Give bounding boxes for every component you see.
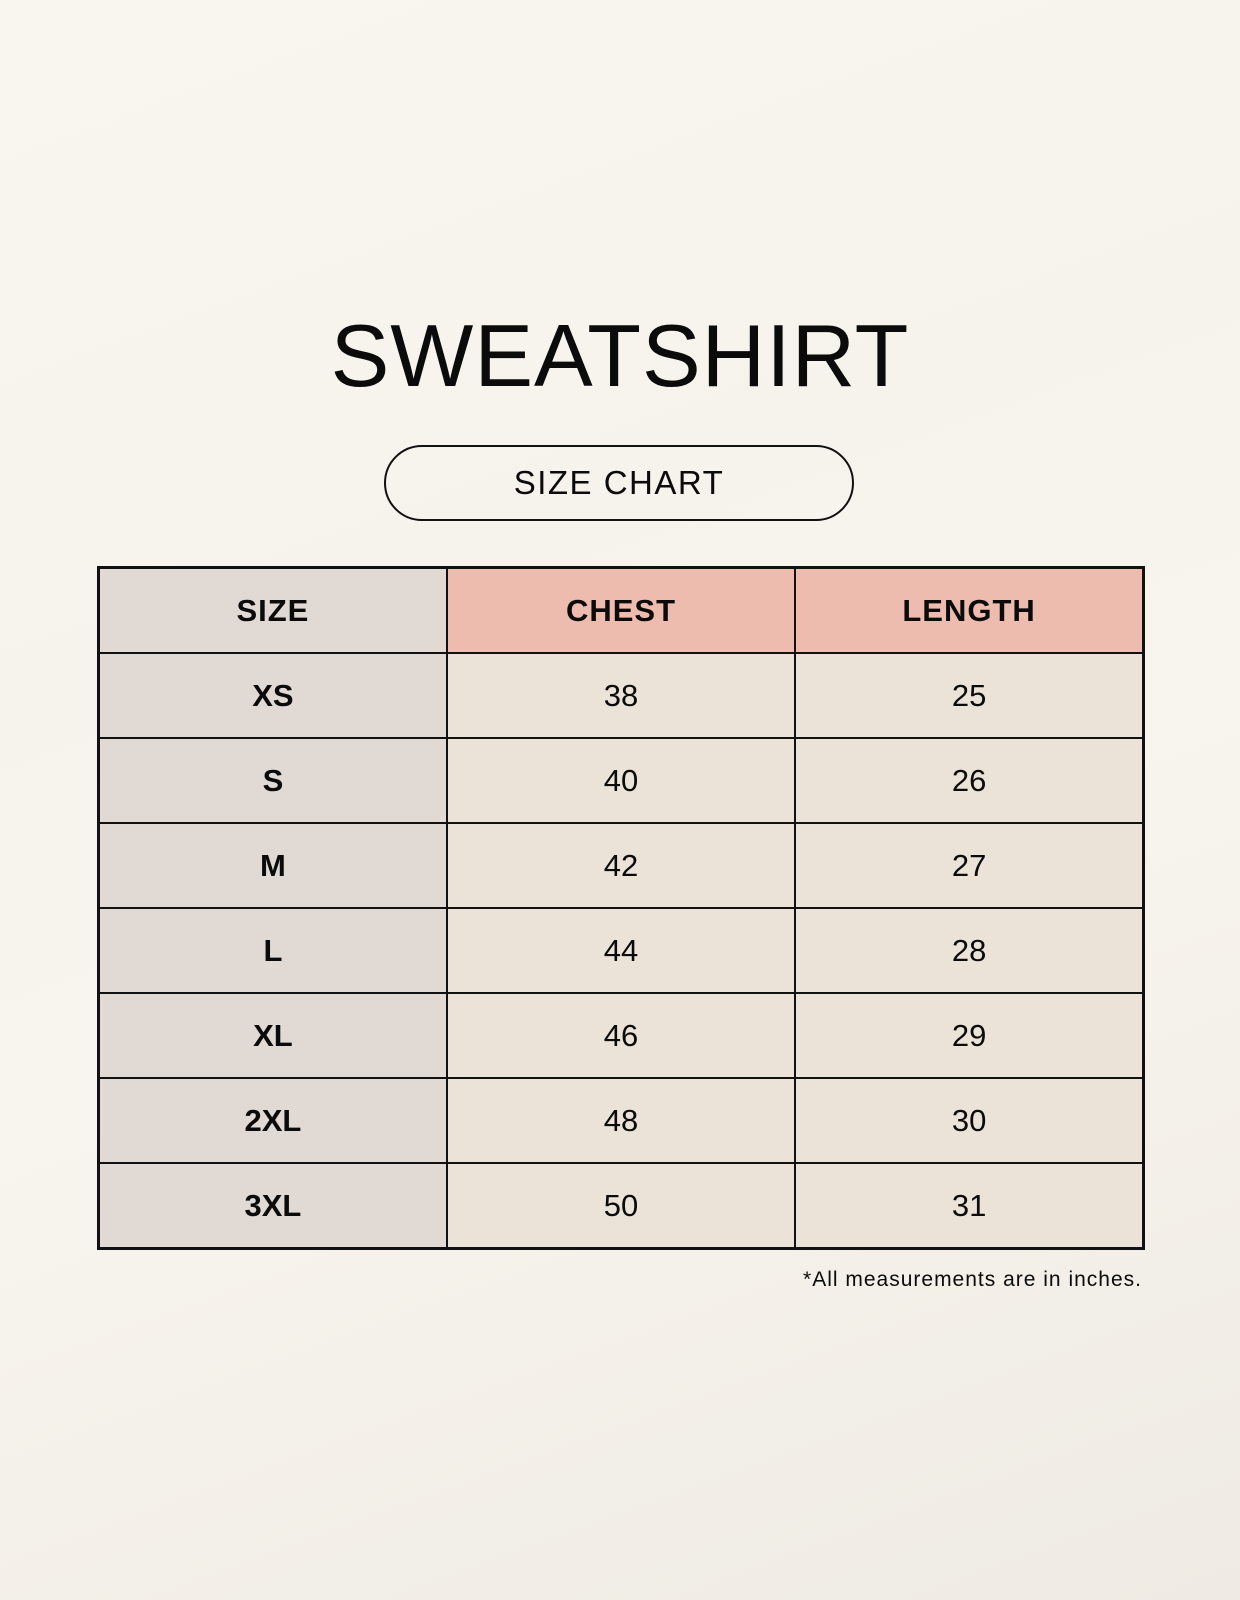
size-table: SIZE CHEST LENGTH XS 38 25 S 40 26 M 42 27 L 44 28 X… (97, 566, 1145, 1250)
table-row: L 44 28 (97, 907, 1145, 994)
size-cell: L (97, 907, 448, 994)
header-length: LENGTH (794, 566, 1145, 654)
length-cell: 28 (794, 907, 1145, 994)
size-cell: XS (97, 652, 448, 739)
chest-cell: 44 (445, 907, 797, 994)
size-cell: 2XL (97, 1077, 448, 1164)
table-row: M 42 27 (97, 822, 1145, 909)
table-row: S 40 26 (97, 737, 1145, 824)
header-chest: CHEST (445, 566, 797, 654)
size-cell: M (97, 822, 448, 909)
length-cell: 26 (794, 737, 1145, 824)
size-chart-label: SIZE CHART (384, 445, 854, 521)
length-cell: 31 (794, 1162, 1145, 1250)
length-cell: 30 (794, 1077, 1145, 1164)
table-row: 3XL 50 31 (97, 1162, 1145, 1250)
size-cell: 3XL (97, 1162, 448, 1250)
length-cell: 25 (794, 652, 1145, 739)
page-title: SWEATSHIRT (330, 306, 910, 405)
header-size: SIZE (97, 566, 448, 654)
chest-cell: 50 (445, 1162, 797, 1250)
table-row: XL 46 29 (97, 992, 1145, 1079)
chest-cell: 42 (445, 822, 797, 909)
chest-cell: 48 (445, 1077, 797, 1164)
chest-cell: 46 (445, 992, 797, 1079)
table-row: 2XL 48 30 (97, 1077, 1145, 1164)
table-row: XS 38 25 (97, 652, 1145, 739)
length-cell: 27 (794, 822, 1145, 909)
length-cell: 29 (794, 992, 1145, 1079)
size-cell: S (97, 737, 448, 824)
table-header-row: SIZE CHEST LENGTH (97, 566, 1145, 654)
size-cell: XL (97, 992, 448, 1079)
footnote: *All measurements are in inches. (803, 1268, 1142, 1291)
chest-cell: 40 (445, 737, 797, 824)
chest-cell: 38 (445, 652, 797, 739)
